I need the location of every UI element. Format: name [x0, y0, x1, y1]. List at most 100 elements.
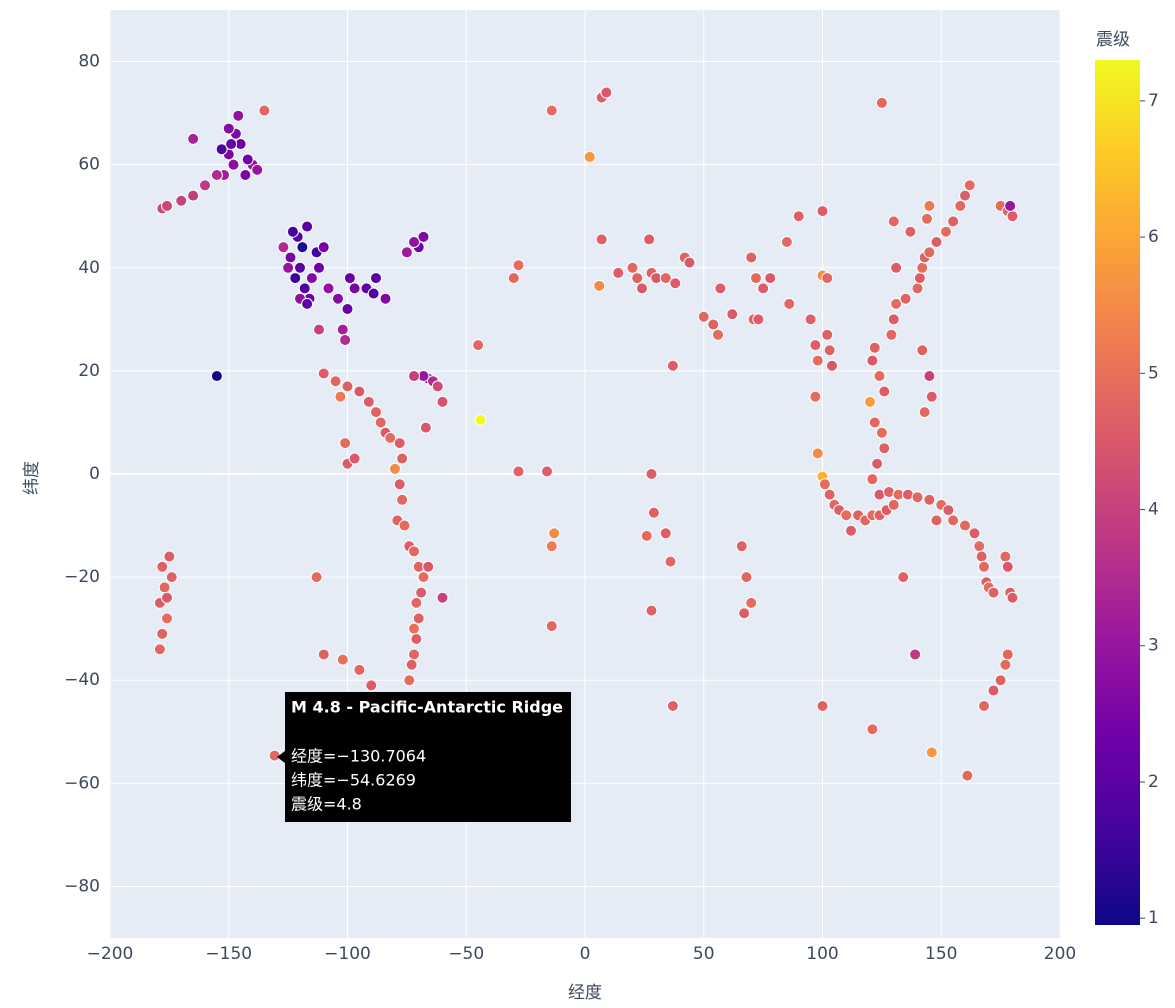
earthquake-point[interactable] — [408, 370, 420, 383]
earthquake-point[interactable] — [954, 199, 967, 212]
earthquake-point[interactable] — [1001, 560, 1014, 573]
earthquake-point[interactable] — [600, 86, 613, 99]
earthquake-point[interactable] — [472, 339, 485, 352]
earthquake-point[interactable] — [792, 210, 805, 223]
earthquake-point[interactable] — [750, 272, 762, 285]
earthquake-point[interactable] — [187, 189, 200, 202]
earthquake-point[interactable] — [845, 524, 857, 537]
earthquake-point[interactable] — [400, 246, 413, 259]
earthquake-point[interactable] — [353, 663, 366, 676]
earthquake-point[interactable] — [415, 586, 428, 599]
earthquake-point[interactable] — [474, 413, 487, 426]
earthquake-point[interactable] — [987, 684, 1000, 697]
earthquake-point[interactable] — [286, 225, 299, 238]
earthquake-point[interactable] — [336, 653, 349, 666]
earthquake-point[interactable] — [999, 550, 1012, 563]
earthquake-point[interactable] — [153, 643, 166, 656]
earthquake-point[interactable] — [887, 313, 900, 326]
earthquake-point[interactable] — [745, 251, 758, 264]
earthquake-point[interactable] — [826, 359, 838, 372]
earthquake-point[interactable] — [735, 540, 748, 553]
earthquake-point[interactable] — [959, 189, 971, 202]
earthquake-point[interactable] — [389, 462, 401, 475]
earthquake-point[interactable] — [738, 607, 751, 620]
earthquake-point[interactable] — [548, 527, 561, 540]
earthquake-point[interactable] — [329, 375, 342, 388]
earthquake-point[interactable] — [978, 560, 990, 573]
earthquake-point[interactable] — [664, 555, 677, 568]
earthquake-point[interactable] — [823, 344, 836, 357]
earthquake-point[interactable] — [783, 297, 796, 310]
earthquake-point[interactable] — [959, 519, 971, 532]
earthquake-point[interactable] — [697, 310, 710, 323]
earthquake-point[interactable] — [215, 143, 228, 156]
earthquake-point[interactable] — [866, 723, 879, 736]
earthquake-point[interactable] — [666, 359, 679, 372]
earthquake-point[interactable] — [640, 529, 653, 542]
earthquake-point[interactable] — [313, 323, 325, 336]
earthquake-point[interactable] — [317, 367, 330, 380]
earthquake-point[interactable] — [864, 395, 876, 408]
earthquake-point[interactable] — [942, 504, 955, 517]
earthquake-point[interactable] — [545, 620, 558, 633]
earthquake-point[interactable] — [431, 380, 444, 393]
earthquake-point[interactable] — [636, 282, 648, 295]
earthquake-point[interactable] — [714, 282, 727, 295]
earthquake-point[interactable] — [994, 674, 1007, 687]
earthquake-point[interactable] — [921, 212, 933, 225]
earthquake-point[interactable] — [408, 236, 420, 248]
earthquake-point[interactable] — [365, 679, 378, 692]
earthquake-point[interactable] — [225, 138, 238, 151]
earthquake-point[interactable] — [341, 303, 354, 316]
earthquake-point[interactable] — [374, 416, 387, 429]
earthquake-point[interactable] — [163, 550, 176, 563]
earthquake-point[interactable] — [683, 256, 696, 269]
earthquake-point[interactable] — [925, 390, 938, 403]
earthquake-point[interactable] — [890, 297, 903, 310]
earthquake-point[interactable] — [289, 272, 302, 285]
earthquake-point[interactable] — [417, 230, 430, 243]
earthquake-point[interactable] — [161, 199, 173, 212]
earthquake-point[interactable] — [666, 700, 679, 712]
earthquake-point[interactable] — [341, 380, 354, 393]
earthquake-point[interactable] — [811, 447, 824, 460]
earthquake-point[interactable] — [436, 395, 449, 408]
earthquake-point[interactable] — [740, 571, 753, 584]
earthquake-point[interactable] — [583, 150, 596, 163]
earthquake-point[interactable] — [410, 596, 423, 609]
earthquake-point[interactable] — [348, 282, 361, 295]
earthquake-point[interactable] — [726, 308, 739, 321]
earthquake-point[interactable] — [887, 215, 900, 228]
earthquake-point[interactable] — [913, 272, 926, 285]
earthquake-point[interactable] — [313, 261, 325, 274]
earthquake-point[interactable] — [336, 323, 349, 336]
earthquake-point[interactable] — [362, 395, 375, 408]
earthquake-point[interactable] — [916, 344, 929, 357]
earthquake-point[interactable] — [419, 421, 432, 434]
earthquake-point[interactable] — [999, 658, 1012, 671]
earthquake-point[interactable] — [595, 233, 608, 246]
earthquake-point[interactable] — [809, 339, 822, 352]
earthquake-point[interactable] — [284, 251, 297, 264]
earthquake-point[interactable] — [222, 122, 235, 135]
earthquake-point[interactable] — [866, 354, 879, 367]
earthquake-point[interactable] — [258, 104, 271, 117]
earthquake-point[interactable] — [396, 493, 409, 506]
earthquake-point[interactable] — [227, 158, 240, 171]
earthquake-point[interactable] — [593, 279, 606, 292]
earthquake-point[interactable] — [947, 215, 960, 228]
earthquake-point[interactable] — [875, 426, 888, 439]
earthquake-point[interactable] — [821, 328, 834, 341]
earthquake-point[interactable] — [916, 261, 929, 274]
earthquake-point[interactable] — [305, 272, 318, 285]
earthquake-point[interactable] — [780, 236, 793, 248]
earthquake-point[interactable] — [241, 153, 254, 166]
earthquake-point[interactable] — [339, 437, 352, 450]
earthquake-point[interactable] — [647, 506, 660, 519]
earthquake-point[interactable] — [875, 96, 888, 109]
earthquake-point[interactable] — [911, 282, 924, 295]
earthquake-point[interactable] — [301, 297, 314, 310]
earthquake-point[interactable] — [156, 560, 169, 573]
earthquake-point[interactable] — [764, 272, 777, 285]
earthquake-point[interactable] — [317, 241, 330, 254]
